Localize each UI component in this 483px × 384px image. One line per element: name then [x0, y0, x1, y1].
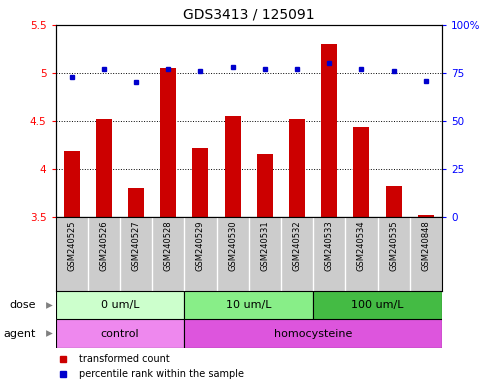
Bar — [185, 319, 442, 348]
Text: 10 um/L: 10 um/L — [226, 300, 271, 311]
Text: percentile rank within the sample: percentile rank within the sample — [79, 369, 244, 379]
Text: GSM240533: GSM240533 — [325, 220, 334, 271]
Text: transformed count: transformed count — [79, 354, 170, 364]
Text: homocysteine: homocysteine — [274, 328, 352, 339]
Bar — [160, 68, 176, 217]
Bar — [96, 119, 112, 217]
Bar — [321, 44, 337, 217]
Text: GSM240535: GSM240535 — [389, 220, 398, 271]
Bar — [418, 215, 434, 217]
Text: GSM240528: GSM240528 — [164, 220, 173, 271]
Bar — [128, 188, 144, 217]
Text: GSM240532: GSM240532 — [293, 220, 301, 271]
Text: GSM240526: GSM240526 — [99, 220, 108, 271]
Text: control: control — [100, 328, 139, 339]
Text: GSM240531: GSM240531 — [260, 220, 270, 271]
Text: 0 um/L: 0 um/L — [100, 300, 139, 311]
Bar — [192, 147, 209, 217]
Bar — [56, 291, 185, 319]
Text: GSM240848: GSM240848 — [421, 220, 430, 271]
Bar — [354, 126, 369, 217]
Bar — [56, 319, 185, 348]
Text: dose: dose — [10, 300, 36, 311]
Bar — [385, 186, 402, 217]
Title: GDS3413 / 125091: GDS3413 / 125091 — [183, 7, 314, 21]
Bar — [225, 116, 241, 217]
Bar — [313, 291, 442, 319]
Bar — [185, 291, 313, 319]
Text: GSM240534: GSM240534 — [357, 220, 366, 271]
Text: agent: agent — [4, 328, 36, 339]
Bar — [289, 119, 305, 217]
Bar — [64, 151, 80, 217]
Text: GSM240527: GSM240527 — [131, 220, 141, 271]
Text: GSM240529: GSM240529 — [196, 220, 205, 271]
Text: GSM240530: GSM240530 — [228, 220, 237, 271]
Text: GSM240525: GSM240525 — [67, 220, 76, 271]
Bar — [257, 154, 273, 217]
Text: 100 um/L: 100 um/L — [351, 300, 404, 311]
